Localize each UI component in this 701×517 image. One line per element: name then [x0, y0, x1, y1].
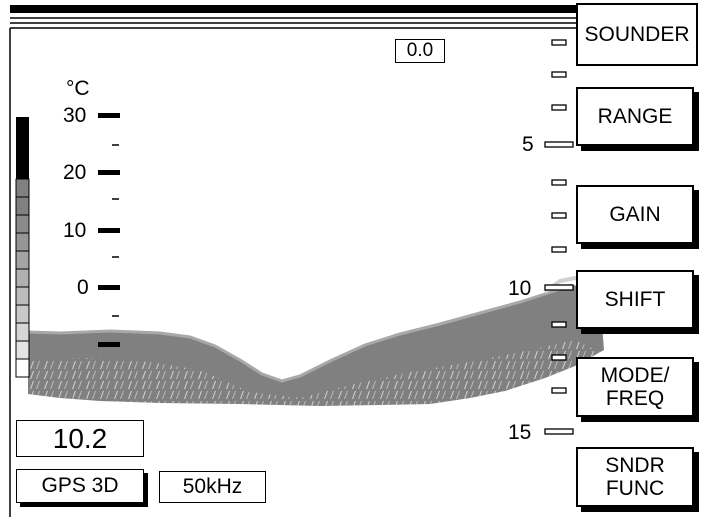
shift-readout: 0.0: [395, 39, 445, 63]
temperature-label-20: 20: [63, 161, 87, 184]
depth-scale-ticks: [544, 39, 574, 435]
seabed-echo-hatch: [28, 340, 600, 406]
sounder-softkey-label: SOUNDER: [584, 23, 690, 46]
shift-softkey[interactable]: SHIFT: [576, 270, 694, 329]
mode-freq-softkey[interactable]: MODE/ FREQ: [576, 357, 694, 417]
sndr-func-softkey[interactable]: SNDR FUNC: [576, 447, 694, 507]
sounder-softkey[interactable]: SOUNDER: [576, 3, 698, 66]
depth-label-15: 15: [508, 421, 532, 444]
mode-freq-softkey-line1: MODE/: [600, 364, 670, 387]
shift-readout-value: 0.0: [406, 40, 434, 61]
top-frame-bar: [10, 5, 576, 13]
frequency-text: 50kHz: [182, 475, 243, 498]
gps-status-text: GPS 3D: [41, 474, 119, 497]
sndr-func-softkey-line2: FUNC: [605, 477, 665, 500]
temperature-label-0: 0: [77, 276, 89, 299]
range-softkey-label: RANGE: [597, 105, 673, 128]
depth-label-10: 10: [508, 277, 532, 300]
gain-softkey-label: GAIN: [609, 203, 661, 226]
temperature-unit-label: °C: [66, 77, 90, 100]
range-softkey[interactable]: RANGE: [576, 87, 694, 146]
depth-label-5: 5: [522, 133, 534, 156]
temperature-label-30: 30: [63, 104, 87, 127]
seabed-echo-top-line: [27, 283, 573, 383]
shift-softkey-label: SHIFT: [604, 288, 666, 311]
gain-softkey[interactable]: GAIN: [576, 185, 694, 244]
water-temperature-readout: 10.2: [16, 420, 144, 457]
sndr-func-softkey-line1: SNDR: [605, 454, 665, 477]
temperature-color-bar: [15, 117, 30, 378]
temperature-label-10: 10: [63, 219, 87, 242]
water-temperature-value: 10.2: [52, 422, 108, 454]
mode-freq-softkey-line2: FREQ: [605, 387, 665, 410]
gps-status-box: GPS 3D: [16, 469, 144, 503]
temperature-scale-ticks: [98, 113, 120, 347]
frequency-box: 50kHz: [159, 471, 266, 503]
